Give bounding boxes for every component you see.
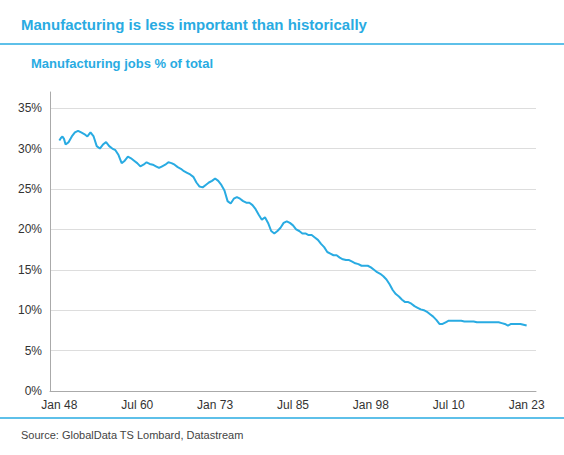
svg-text:25%: 25% (18, 182, 42, 196)
svg-text:Jul 60: Jul 60 (121, 398, 153, 412)
svg-text:Manufacturing jobs % of total: Manufacturing jobs % of total (31, 56, 213, 71)
svg-text:5%: 5% (25, 344, 43, 358)
svg-text:Manufacturing is less importan: Manufacturing is less important than his… (21, 16, 368, 33)
svg-text:20%: 20% (18, 222, 42, 236)
svg-text:Jan 48: Jan 48 (41, 398, 77, 412)
svg-text:Jan 23: Jan 23 (509, 398, 545, 412)
svg-text:Jan 73: Jan 73 (197, 398, 233, 412)
svg-text:15%: 15% (18, 263, 42, 277)
svg-text:10%: 10% (18, 303, 42, 317)
svg-text:Source: GlobalData TS Lombard,: Source: GlobalData TS Lombard, Datastrea… (21, 429, 243, 441)
svg-text:0%: 0% (25, 384, 43, 398)
svg-text:Jul 85: Jul 85 (277, 398, 309, 412)
svg-text:Jan 98: Jan 98 (353, 398, 389, 412)
svg-text:Jul 10: Jul 10 (433, 398, 465, 412)
svg-text:30%: 30% (18, 142, 42, 156)
svg-text:35%: 35% (18, 101, 42, 115)
